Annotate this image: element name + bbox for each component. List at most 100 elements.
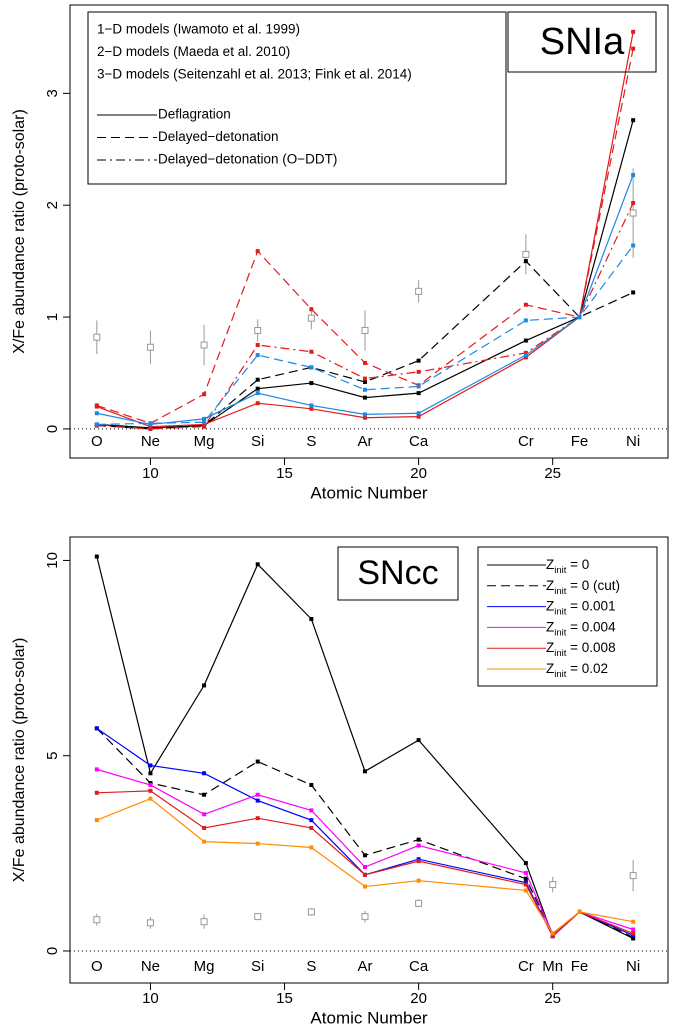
series-line bbox=[96, 260, 634, 430]
data-point bbox=[309, 349, 314, 354]
data-point bbox=[362, 769, 367, 774]
data-point bbox=[309, 403, 314, 408]
data-point bbox=[416, 843, 421, 848]
observed-point bbox=[146, 919, 154, 927]
data-point bbox=[523, 876, 528, 881]
data-point bbox=[202, 771, 207, 776]
data-point bbox=[631, 243, 636, 248]
data-point bbox=[631, 118, 636, 123]
y-tick-label: 0 bbox=[44, 425, 61, 433]
element-label: Mg bbox=[194, 433, 215, 450]
legend-text-rest: = 0.001 bbox=[566, 598, 615, 613]
observed-point bbox=[629, 209, 637, 217]
data-point bbox=[631, 931, 636, 936]
data-point bbox=[523, 259, 528, 264]
panel-title: SNcc bbox=[357, 554, 438, 592]
data-point bbox=[577, 909, 582, 914]
legend-text-rest: = 0.004 bbox=[566, 619, 616, 634]
element-label: O bbox=[91, 958, 103, 975]
legend-text-rest: = 0.008 bbox=[566, 640, 615, 655]
series-line bbox=[96, 31, 634, 428]
data-point bbox=[577, 315, 582, 320]
y-tick-label: 0 bbox=[44, 947, 61, 955]
data-point bbox=[94, 726, 99, 731]
y-tick-label: 1 bbox=[44, 313, 61, 321]
data-point bbox=[362, 379, 367, 384]
element-label: Fe bbox=[571, 958, 589, 975]
legend-text: Zinit = 0.008 bbox=[546, 640, 616, 659]
data-point bbox=[255, 816, 260, 821]
data-point bbox=[94, 422, 99, 427]
legend-text: Zinit = 0.001 bbox=[546, 598, 616, 617]
element-label: Ca bbox=[409, 433, 429, 450]
data-point bbox=[148, 763, 153, 768]
data-point bbox=[94, 818, 99, 823]
legend-text-sub: init bbox=[554, 648, 567, 659]
x-tick-label: 10 bbox=[142, 990, 159, 1007]
element-label: O bbox=[91, 433, 103, 450]
legend-box bbox=[477, 546, 658, 687]
data-point bbox=[202, 825, 207, 830]
data-point bbox=[523, 861, 528, 866]
element-label: Fe bbox=[571, 433, 589, 450]
x-tick-label: 15 bbox=[276, 990, 293, 1007]
data-point bbox=[631, 927, 636, 932]
data-point bbox=[416, 414, 421, 419]
element-label: Si bbox=[251, 433, 264, 450]
title-box bbox=[337, 546, 459, 601]
legend-text-main: Z bbox=[546, 619, 554, 634]
data-point bbox=[148, 782, 153, 787]
data-point bbox=[523, 882, 528, 887]
data-point bbox=[362, 865, 367, 870]
data-point bbox=[94, 411, 99, 416]
data-point bbox=[309, 808, 314, 813]
data-point bbox=[416, 369, 421, 374]
observed-point bbox=[146, 343, 154, 351]
series-line bbox=[96, 727, 634, 938]
data-point bbox=[255, 249, 260, 254]
legend-text-sub: init bbox=[554, 565, 567, 576]
legend-text-sub: init bbox=[554, 627, 567, 638]
data-point bbox=[309, 365, 314, 370]
observed-point bbox=[629, 872, 637, 880]
x-axis-title: Atomic Number bbox=[310, 1008, 427, 1025]
legend-text-main: Z bbox=[546, 557, 554, 572]
data-point bbox=[362, 387, 367, 392]
series-line bbox=[96, 727, 634, 938]
x-tick-label: 20 bbox=[410, 990, 427, 1007]
data-point bbox=[362, 415, 367, 420]
x-tick-label: 25 bbox=[544, 465, 561, 482]
data-point bbox=[362, 360, 367, 365]
x-axis-title: Atomic Number bbox=[310, 483, 427, 502]
element-label: Ar bbox=[357, 433, 372, 450]
element-label: S bbox=[306, 958, 316, 975]
data-point bbox=[550, 934, 555, 939]
y-axis-title: X/Fe abundance ratio (proto-solar) bbox=[11, 109, 28, 354]
data-point bbox=[416, 738, 421, 743]
data-point bbox=[631, 46, 636, 51]
data-point bbox=[523, 318, 528, 323]
observed-point bbox=[200, 341, 208, 349]
series-line bbox=[96, 768, 634, 936]
data-point bbox=[255, 391, 260, 396]
legend-text: Delayed−detonation (O−DDT) bbox=[158, 152, 337, 167]
data-point bbox=[255, 353, 260, 358]
data-point bbox=[362, 853, 367, 858]
y-tick-label: 10 bbox=[44, 552, 61, 569]
data-point bbox=[202, 812, 207, 817]
data-point bbox=[416, 878, 421, 883]
element-label: Ne bbox=[141, 433, 160, 450]
data-point bbox=[523, 355, 528, 360]
legend-text: 1−D models (Iwamoto et al. 1999) bbox=[97, 22, 300, 37]
data-point bbox=[202, 422, 207, 427]
legend-text: Zinit = 0.02 bbox=[546, 661, 608, 680]
data-point bbox=[148, 796, 153, 801]
data-point bbox=[255, 343, 260, 348]
observed-point bbox=[93, 916, 101, 924]
observed-point bbox=[254, 913, 262, 921]
series-line bbox=[96, 245, 634, 426]
element-label: Si bbox=[251, 958, 264, 975]
element-label: Ar bbox=[357, 958, 372, 975]
element-label: Cr bbox=[518, 958, 534, 975]
observed-point bbox=[307, 314, 315, 322]
